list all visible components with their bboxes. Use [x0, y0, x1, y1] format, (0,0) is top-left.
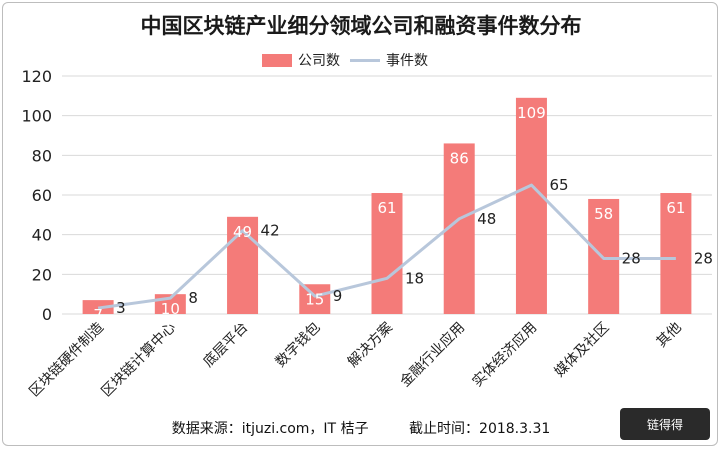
legend-swatch-bar	[262, 53, 292, 67]
chart-title: 中国区块链产业细分领域公司和融资事件数分布	[140, 14, 582, 38]
line-data-label: 3	[116, 299, 126, 317]
y-tick-label: 100	[21, 107, 52, 126]
bar-data-label: 10	[161, 300, 180, 318]
series-line-events	[97, 183, 676, 310]
x-tick-label: 解决方案	[344, 319, 396, 371]
x-tick-label: 区块链硬件制造	[26, 320, 107, 401]
line-data-label: 42	[261, 222, 280, 240]
bar-data-label: 61	[666, 199, 685, 217]
x-tick-label: 底层平台	[200, 320, 251, 371]
bar-data-label: 7	[93, 306, 103, 324]
chart-frame	[2, 2, 718, 446]
x-tick-label: 数字钱包	[273, 320, 324, 371]
line-data-label: 18	[405, 269, 424, 287]
y-tick-label: 60	[32, 186, 52, 205]
bar	[299, 284, 331, 314]
source-line: 数据来源：itjuzi.com，IT 桔子 截止时间：2018.3.31	[0, 418, 722, 438]
bar	[227, 216, 259, 314]
bar-data-label: 109	[517, 104, 546, 122]
cutoff-date-text: 截止时间：2018.3.31	[409, 421, 551, 437]
legend-swatch-line	[350, 58, 380, 62]
bar	[371, 193, 403, 314]
brand-logo-text: 链得得	[646, 417, 683, 432]
bar	[515, 97, 547, 314]
x-tick-label: 区块链计算中心	[99, 320, 180, 401]
bar-data-label: 86	[450, 149, 469, 167]
legend-label-companies: 公司数	[298, 53, 340, 69]
legend: 公司数 事件数	[262, 50, 428, 70]
line-data-label: 8	[188, 289, 198, 307]
bar-data-label: 61	[377, 199, 396, 217]
y-tick-label: 40	[32, 226, 52, 245]
data-source-text: 数据来源：itjuzi.com，IT 桔子	[171, 421, 369, 437]
bar-data-label: 15	[305, 290, 324, 308]
y-tick-label: 80	[32, 146, 52, 165]
legend-item-events: 事件数	[350, 50, 428, 70]
bar-data-label: 49	[233, 223, 252, 241]
x-tick-label: 实体经济应用	[469, 319, 540, 390]
line-data-label: 28	[622, 249, 641, 267]
y-tick-label: 0	[42, 305, 52, 324]
line-data-label: 9	[333, 287, 343, 305]
x-tick-label: 其他	[654, 320, 685, 351]
brand-logo: 链得得	[620, 408, 710, 440]
y-tick-label: 120	[21, 67, 52, 86]
bar-data-label: 58	[594, 205, 613, 223]
x-tick-label: 金融行业应用	[397, 319, 468, 390]
legend-label-events: 事件数	[386, 53, 428, 69]
legend-item-companies: 公司数	[262, 50, 340, 70]
bar	[660, 193, 692, 314]
x-tick-label: 媒体及社区	[552, 320, 613, 381]
y-tick-label: 20	[32, 265, 52, 284]
line-data-label: 65	[549, 176, 568, 194]
line-data-label: 48	[477, 210, 496, 228]
line-data-label: 28	[694, 249, 713, 267]
